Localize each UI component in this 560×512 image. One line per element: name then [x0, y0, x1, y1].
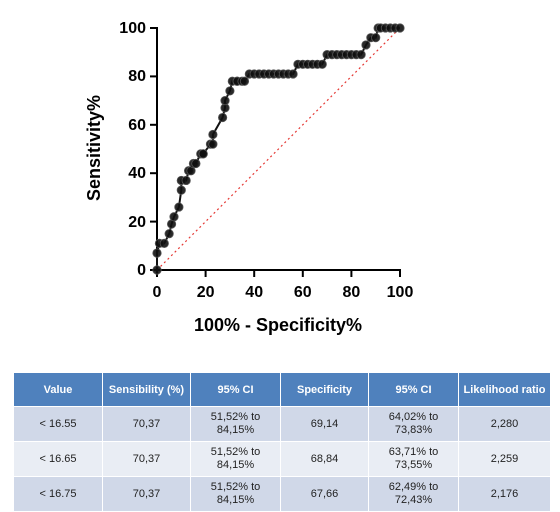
cell-sensibility-ci: 51,52% to 84,15%: [190, 441, 281, 477]
roc-point: [208, 129, 218, 140]
cell-specificity-ci: 64,02% to 73,83%: [368, 406, 459, 442]
roc-point: [169, 212, 179, 222]
roc-point: [371, 33, 381, 43]
column-header-sensibility-ci: 95% CI: [190, 372, 281, 407]
cutoff-table: Value Sensibility (%) 95% CI Specificity…: [13, 372, 551, 512]
x-tick-label: 60: [294, 284, 312, 301]
table-row: < 16.55 70,37 51,52% to 84,15% 69,14 64,…: [13, 406, 551, 442]
column-header-sensibility: Sensibility (%): [102, 372, 191, 407]
column-header-value: Value: [13, 372, 103, 407]
roc-point: [361, 40, 371, 50]
cell-sensibility-ci: 51,52% to 84,15%: [190, 476, 281, 512]
roc-point: [191, 158, 201, 169]
x-tick-label: 100: [387, 284, 414, 301]
cell-sensibility: 70,37: [102, 406, 191, 442]
roc-point: [356, 50, 366, 60]
cell-sensibility: 70,37: [102, 441, 191, 477]
roc-point: [164, 229, 174, 239]
table-header-row: Value Sensibility (%) 95% CI Specificity…: [13, 372, 551, 407]
y-tick-labels: 0 20 40 60 80 100: [119, 20, 146, 279]
y-tick-label: 0: [137, 262, 146, 279]
x-tick-label: 20: [197, 284, 215, 301]
roc-point: [198, 149, 208, 159]
roc-point: [220, 96, 230, 106]
y-tick-label: 100: [119, 20, 146, 37]
cell-specificity-ci: 62,49% to 72,43%: [368, 476, 459, 512]
roc-point: [176, 185, 186, 195]
cell-sensibility: 70,37: [102, 476, 191, 512]
y-axis-label: Sensitivity%: [84, 95, 104, 201]
x-tick-label: 40: [245, 284, 263, 301]
roc-point: [218, 112, 228, 123]
column-header-likelihood-ratio: Likelihood ratio: [458, 372, 551, 407]
x-tick-label: 0: [153, 284, 162, 301]
cell-specificity: 69,14: [280, 406, 369, 442]
cell-value: < 16.65: [13, 441, 103, 477]
y-tick-label: 20: [128, 214, 146, 231]
roc-point: [317, 59, 327, 69]
roc-chart: 0 20 40 60 80 100 0 20 40 60 80 100 Sens…: [84, 20, 414, 335]
column-header-specificity: Specificity: [280, 372, 369, 407]
cell-sensibility-ci: 51,52% to 84,15%: [190, 406, 281, 442]
roc-point: [159, 238, 169, 248]
roc-point: [181, 175, 191, 186]
cell-likelihood-ratio: 2,259: [458, 441, 551, 477]
reference-line: [156, 27, 401, 271]
table-row: < 16.65 70,37 51,52% to 84,15% 68,84 63,…: [13, 441, 551, 477]
roc-point: [225, 86, 235, 96]
column-header-specificity-ci: 95% CI: [368, 372, 459, 407]
cell-specificity: 68,84: [280, 441, 369, 477]
cell-likelihood-ratio: 2,176: [458, 476, 551, 512]
cell-specificity: 67,66: [280, 476, 369, 512]
cell-value: < 16.75: [13, 476, 103, 512]
cell-value: < 16.55: [13, 406, 103, 442]
x-tick-label: 80: [343, 284, 361, 301]
roc-point: [395, 23, 405, 33]
roc-point: [239, 76, 250, 86]
roc-point: [174, 202, 184, 212]
roc-point: [152, 265, 162, 275]
y-tick-label: 40: [128, 165, 146, 182]
roc-point: [152, 248, 162, 258]
roc-point: [288, 69, 298, 79]
x-axis-label: 100% - Specificity%: [194, 315, 362, 335]
cell-specificity-ci: 63,71% to 73,55%: [368, 441, 459, 477]
y-tick-label: 60: [128, 117, 146, 134]
x-tick-labels: 0 20 40 60 80 100: [153, 284, 414, 301]
cell-likelihood-ratio: 2,280: [458, 406, 551, 442]
roc-point: [208, 139, 218, 149]
plot-area: [150, 23, 405, 277]
table-row: < 16.75 70,37 51,52% to 84,15% 67,66 62,…: [13, 476, 551, 512]
y-tick-label: 80: [128, 68, 146, 85]
